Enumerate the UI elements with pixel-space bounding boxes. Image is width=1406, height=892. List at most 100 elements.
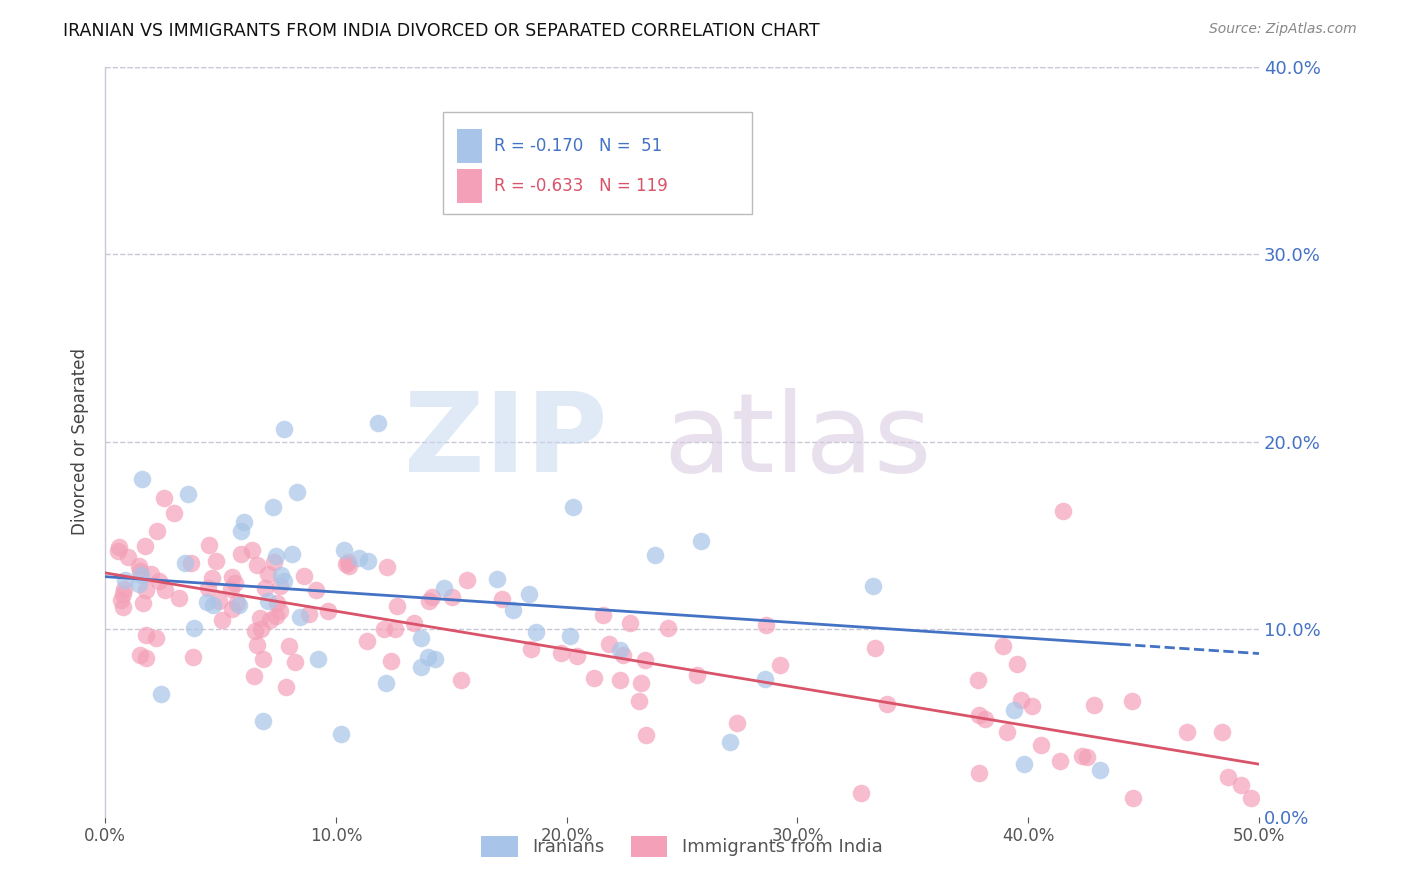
- Point: [1240, 791, 1263, 805]
- Point: [316, 604, 339, 618]
- Point: [197, 581, 219, 595]
- Point: [636, 728, 658, 742]
- Point: [135, 628, 157, 642]
- Point: [609, 642, 631, 657]
- Point: [273, 574, 295, 588]
- Point: [198, 538, 221, 552]
- Point: [456, 573, 478, 587]
- Point: [550, 646, 572, 660]
- Point: [231, 524, 253, 538]
- Point: [524, 625, 547, 640]
- Point: [298, 607, 321, 621]
- Point: [174, 557, 197, 571]
- Point: [231, 547, 253, 561]
- Point: [290, 609, 312, 624]
- Point: [202, 598, 225, 612]
- Point: [208, 594, 231, 608]
- Legend: Iranians, Immigrants from India: Iranians, Immigrants from India: [474, 829, 890, 864]
- Point: [592, 608, 614, 623]
- Point: [633, 653, 655, 667]
- Point: [228, 599, 250, 613]
- Point: [690, 534, 713, 549]
- Point: [969, 766, 991, 780]
- Point: [110, 593, 132, 607]
- Point: [384, 622, 406, 636]
- Point: [450, 673, 472, 688]
- Point: [155, 582, 177, 597]
- Point: [211, 613, 233, 627]
- Point: [145, 524, 167, 538]
- Point: [224, 575, 246, 590]
- Point: [245, 638, 267, 652]
- Point: [565, 649, 588, 664]
- Point: [153, 491, 176, 505]
- Point: [131, 596, 153, 610]
- Point: [502, 603, 524, 617]
- Point: [380, 654, 402, 668]
- Point: [755, 618, 778, 632]
- Point: [273, 421, 295, 435]
- Point: [995, 724, 1018, 739]
- Text: atlas: atlas: [664, 388, 932, 495]
- Point: [374, 675, 396, 690]
- Point: [402, 616, 425, 631]
- Point: [263, 555, 285, 569]
- Text: Source: ZipAtlas.com: Source: ZipAtlas.com: [1209, 22, 1357, 37]
- Point: [491, 591, 513, 606]
- Point: [567, 181, 589, 195]
- Point: [1122, 791, 1144, 805]
- Point: [409, 660, 432, 674]
- Point: [266, 597, 288, 611]
- Point: [517, 587, 540, 601]
- Point: [385, 599, 408, 613]
- Point: [876, 697, 898, 711]
- Point: [1071, 748, 1094, 763]
- Point: [148, 574, 170, 588]
- Point: [114, 582, 136, 597]
- Point: [114, 574, 136, 588]
- Point: [129, 564, 152, 578]
- Point: [1090, 763, 1112, 777]
- Point: [356, 633, 378, 648]
- Point: [1021, 698, 1043, 713]
- Point: [135, 583, 157, 598]
- Point: [183, 621, 205, 635]
- Point: [418, 650, 440, 665]
- Point: [420, 591, 443, 605]
- Point: [337, 555, 360, 569]
- Point: [277, 639, 299, 653]
- Point: [1076, 750, 1098, 764]
- Point: [630, 676, 652, 690]
- Point: [967, 708, 990, 723]
- Point: [335, 558, 357, 572]
- Point: [1175, 725, 1198, 739]
- Point: [128, 577, 150, 591]
- Point: [329, 727, 352, 741]
- Text: R = -0.633   N = 119: R = -0.633 N = 119: [494, 178, 668, 195]
- Point: [1012, 756, 1035, 771]
- Point: [135, 651, 157, 665]
- Point: [1002, 703, 1025, 717]
- Point: [181, 649, 204, 664]
- Point: [769, 658, 792, 673]
- Point: [686, 667, 709, 681]
- Point: [169, 591, 191, 605]
- Point: [243, 624, 266, 638]
- Point: [418, 593, 440, 607]
- Point: [973, 712, 995, 726]
- Point: [195, 594, 218, 608]
- Point: [128, 559, 150, 574]
- Point: [259, 613, 281, 627]
- Point: [274, 681, 297, 695]
- Point: [281, 547, 304, 561]
- Point: [129, 568, 152, 582]
- Point: [107, 540, 129, 554]
- Point: [131, 472, 153, 486]
- Point: [560, 629, 582, 643]
- Point: [347, 550, 370, 565]
- Point: [252, 714, 274, 728]
- Point: [307, 652, 329, 666]
- Point: [849, 786, 872, 800]
- Point: [270, 568, 292, 582]
- Point: [245, 558, 267, 573]
